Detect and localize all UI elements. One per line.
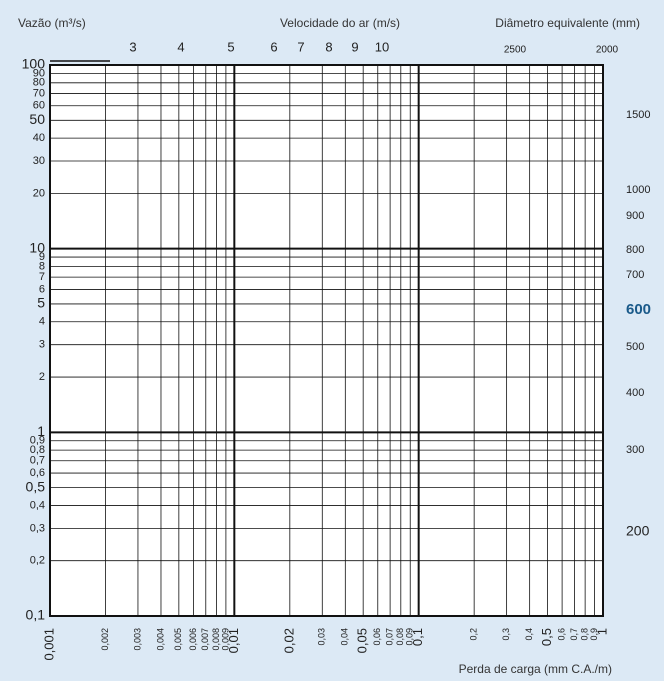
y-tick-label: 60 (33, 100, 45, 112)
y-tick-label: 70 (33, 87, 45, 99)
y-tick-label: 7 (39, 271, 45, 283)
y-tick-label: 9 (39, 251, 45, 263)
diameter-top-label: 2500 (504, 45, 527, 56)
y-tick-label: 0,9 (30, 435, 45, 447)
y-axis-title: Vazão (m³/s) (18, 16, 86, 30)
y-tick-label: 4 (39, 316, 45, 328)
diameter-top-label: 2000 (596, 45, 619, 56)
x-tick-label: 0,4 (524, 628, 534, 641)
y-tick-label: 3 (39, 339, 45, 351)
x-tick-label: 0,02 (281, 628, 296, 653)
diameter-title: Diâmetro equivalente (mm) (495, 16, 640, 30)
y-tick-label: 10 (29, 239, 45, 255)
diameter-label: 1500 (626, 109, 650, 121)
velocity-tick-label: 7 (297, 39, 304, 54)
x-tick-label: 0,05 (355, 628, 370, 653)
y-tick-label: 0,8 (30, 444, 45, 456)
diameter-label: 500 (626, 341, 644, 353)
velocity-tick-label: 10 (375, 39, 389, 54)
velocity-tick-label: 5 (227, 39, 234, 54)
x-tick-label: 0,004 (155, 628, 165, 651)
x-tick-label: 0,06 (372, 628, 382, 646)
y-tick-label: 0,6 (30, 467, 45, 479)
diameter-label: 700 (626, 269, 644, 281)
diameter-label: 900 (626, 210, 644, 222)
velocity-tick-label: 8 (325, 39, 332, 54)
x-tick-label: 0,03 (317, 628, 327, 646)
x-tick-label: 0,08 (395, 628, 405, 646)
x-tick-label: 0,01 (226, 628, 241, 653)
x-tick-label: 0,8 (580, 628, 590, 641)
y-tick-label: 50 (29, 111, 45, 127)
x-tick-label: 0,007 (200, 628, 210, 651)
y-tick-label: 8 (39, 260, 45, 272)
y-tick-label: 1 (37, 423, 45, 439)
x-tick-label: 0,003 (132, 628, 142, 651)
y-tick-label: 100 (22, 56, 46, 72)
velocity-title: Velocidade do ar (m/s) (280, 16, 400, 30)
plot-border (49, 64, 604, 617)
y-tick-label: 90 (33, 67, 45, 79)
x-tick-label: 0,6 (556, 628, 566, 641)
x-tick-label: 0,001 (41, 628, 56, 661)
x-axis-title: Perda de carga (mm C.A./m) (459, 662, 612, 676)
diameter-label: 1000 (626, 184, 650, 196)
velocity-tick-label: 6 (270, 39, 277, 54)
y-tick-label: 40 (33, 132, 45, 144)
x-tick-label: 0,002 (100, 628, 110, 651)
diameter-label: 300 (626, 444, 644, 456)
y-tick-label: 6 (39, 283, 45, 295)
y-tick-label: 2 (39, 371, 45, 383)
y-tick-label: 5 (37, 295, 45, 311)
y-tick-label: 80 (33, 77, 45, 89)
x-tick-label: 0,006 (188, 628, 198, 651)
velocity-tick-label: 9 (351, 39, 358, 54)
diameter-label: 800 (626, 244, 644, 256)
y-tick-label: 30 (33, 155, 45, 167)
x-tick-label: 0,07 (384, 628, 394, 646)
velocity-tick-label: 4 (177, 39, 184, 54)
y-tick-label: 0,5 (26, 478, 46, 494)
y-tick-label: 20 (33, 187, 45, 199)
x-tick-label: 0,09 (405, 628, 415, 646)
x-tick-label: 0,2 (469, 628, 479, 641)
diameter-label: 600 (626, 301, 651, 318)
y-tick-label: 0,3 (30, 522, 45, 534)
velocity-tick-label: 3 (129, 39, 136, 54)
x-tick-label: 0,009 (220, 628, 230, 651)
diameter-label: 200 (626, 523, 650, 539)
plot-area (50, 65, 603, 616)
y-tick-label: 0,2 (30, 555, 45, 567)
diameter-label: 400 (626, 387, 644, 399)
x-tick-label: 0,008 (211, 628, 221, 651)
x-tick-label: 0,04 (340, 628, 350, 646)
x-tick-label: 0,5 (539, 628, 554, 646)
x-tick-label: 0,9 (589, 628, 599, 641)
y-tick-label: 0,7 (30, 455, 45, 467)
x-tick-label: 0,7 (569, 628, 579, 641)
y-tick-label: 0,4 (30, 499, 45, 511)
x-tick-label: 1 (594, 628, 609, 635)
x-tick-label: 0,3 (501, 628, 511, 641)
x-tick-label: 0,1 (410, 628, 425, 646)
y-tick-label: 0,1 (26, 607, 46, 623)
x-tick-label: 0,005 (173, 628, 183, 651)
